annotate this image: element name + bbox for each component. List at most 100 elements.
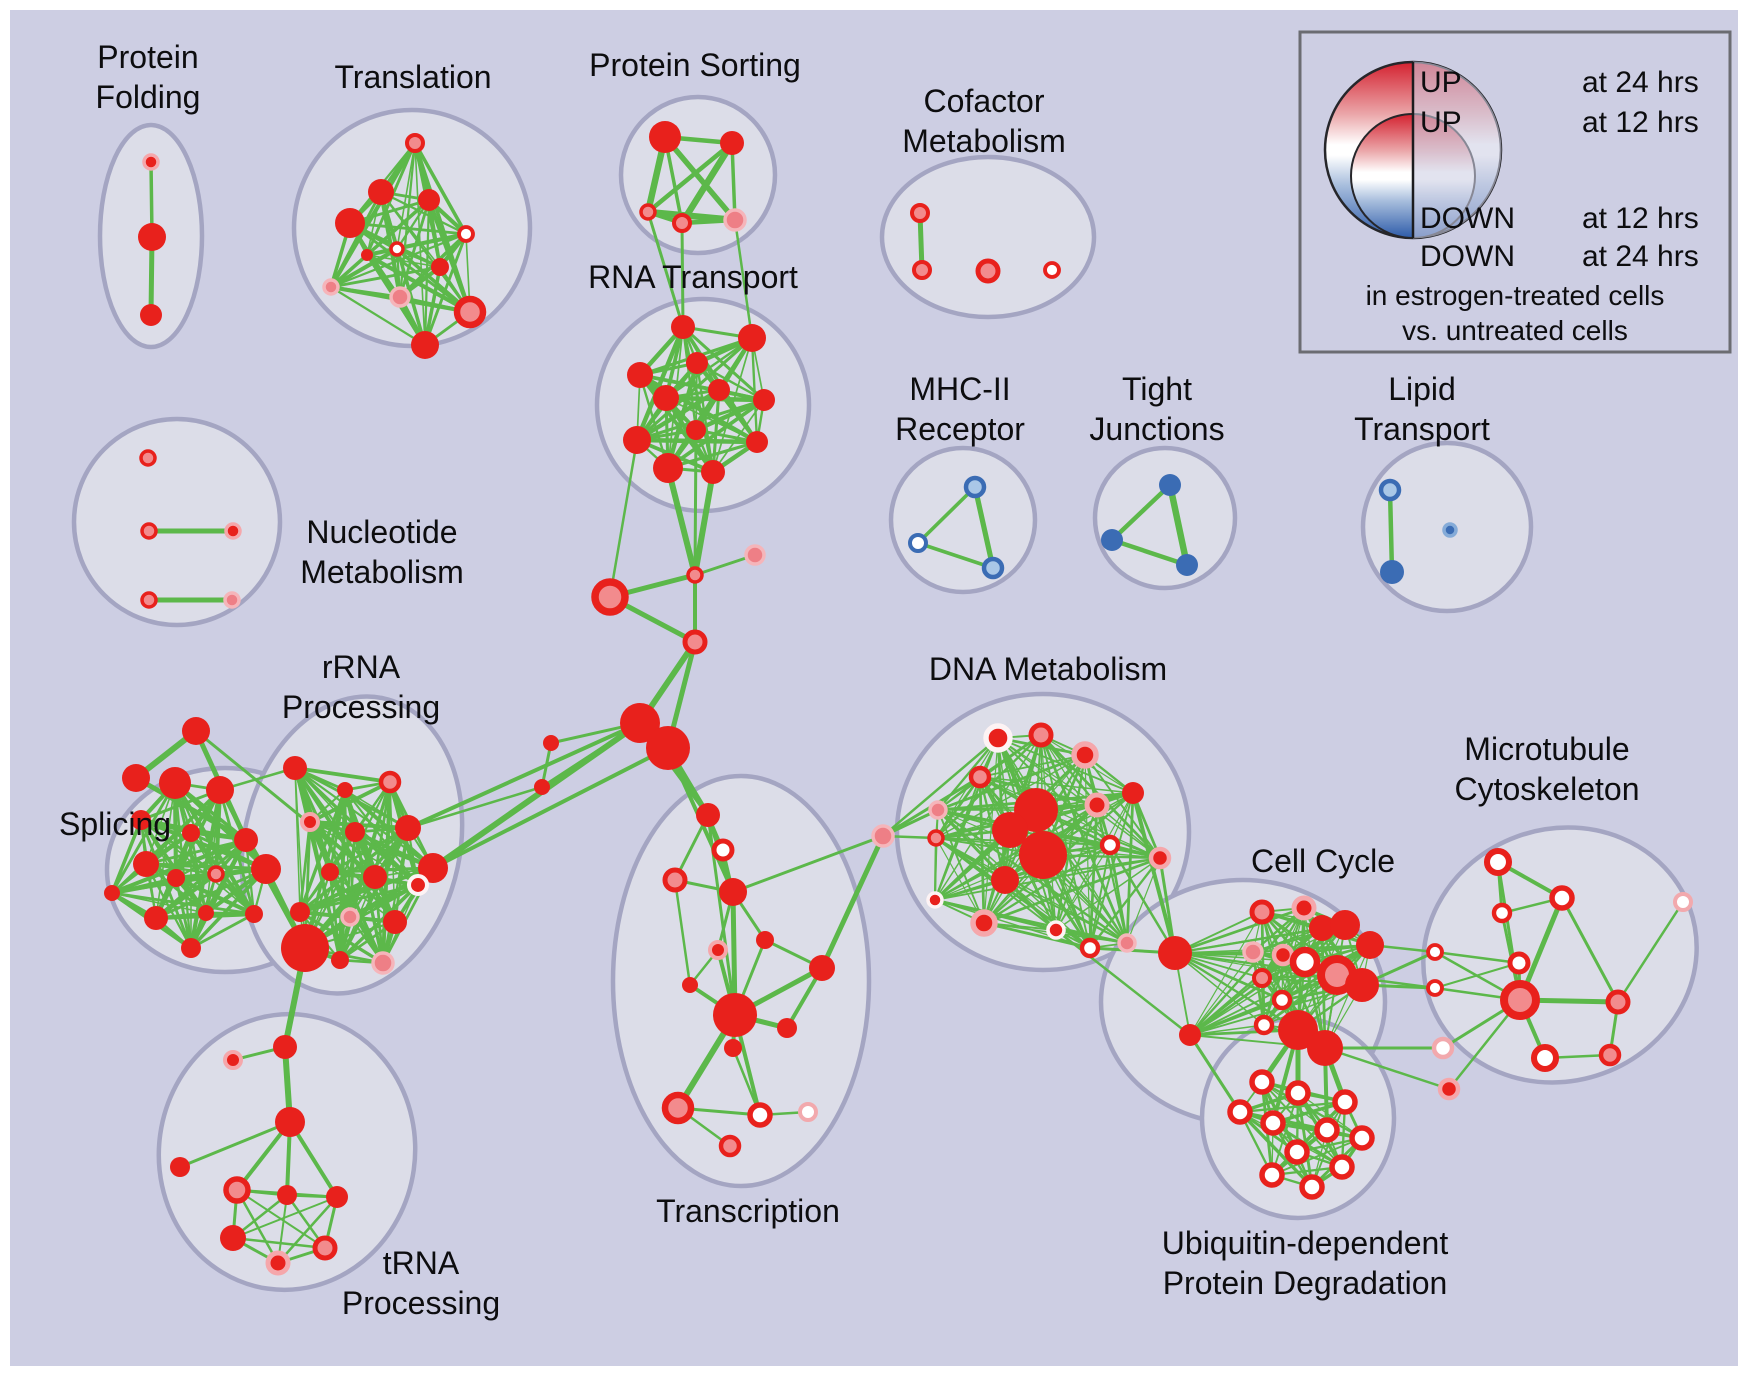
cluster-label-tight-junctions: Tight xyxy=(1122,371,1192,407)
node-rna-transport-10 xyxy=(653,453,683,483)
cluster-label-microtubule-cytoskeleton: Cytoskeleton xyxy=(1455,771,1640,807)
node-rrna-processing-8 xyxy=(363,865,387,889)
edge xyxy=(637,372,760,445)
node-dna-metabolism-3 xyxy=(968,765,992,789)
node-dna-metabolism-4 xyxy=(928,800,948,820)
cluster-blob-tight-junctions xyxy=(1092,445,1238,591)
node-translation-5 xyxy=(389,241,405,257)
node-ubiquitin-degradation-8 xyxy=(1329,1154,1355,1180)
cluster-label-ubiquitin-degradation: Ubiquitin-dependent xyxy=(1162,1225,1449,1261)
node-lipid-transport-2 xyxy=(1442,522,1458,538)
cluster-label-splicing: Splicing xyxy=(59,806,171,842)
edge xyxy=(635,336,754,442)
edge xyxy=(364,252,473,315)
node-trna-processing-1 xyxy=(273,1035,297,1059)
node-mhc-ii-receptor-0 xyxy=(963,475,987,499)
node-splicing-8 xyxy=(207,865,225,883)
node-rna-transport-5 xyxy=(708,379,730,401)
link-edge xyxy=(430,720,643,871)
node-cell-cycle-14 xyxy=(1278,1010,1318,1050)
edge xyxy=(328,246,400,290)
node-backbone-8 xyxy=(871,824,895,848)
node-microtubule-cytoskeleton-1 xyxy=(1549,885,1575,911)
cluster-nodes-transcription xyxy=(661,803,835,1158)
node-dna-metabolism-14 xyxy=(926,891,944,909)
edge xyxy=(189,831,208,915)
edge xyxy=(665,397,758,443)
edge xyxy=(1188,953,1285,1037)
edge xyxy=(1434,962,1520,989)
legend-row-time: at 24 hrs xyxy=(1582,66,1699,99)
node-backbone-9 xyxy=(182,717,210,745)
edge xyxy=(153,871,219,921)
link-edge xyxy=(733,218,754,340)
edge xyxy=(1004,879,1128,944)
edge xyxy=(934,899,1091,949)
cluster-nodes-ubiquitin-degradation xyxy=(1227,1069,1375,1200)
edge xyxy=(379,190,472,314)
node-rna-transport-7 xyxy=(623,426,651,454)
edge xyxy=(413,141,468,236)
node-rrna-processing-12 xyxy=(383,910,407,934)
edge xyxy=(979,776,1057,931)
node-protein-folding-1 xyxy=(138,223,166,251)
node-ubiquitin-degradation-5 xyxy=(1314,1117,1340,1143)
node-rrna-processing-13 xyxy=(331,951,349,969)
node-rrna-processing-15 xyxy=(281,924,329,972)
edge xyxy=(1387,487,1395,575)
node-transcription-5 xyxy=(708,940,728,960)
edge xyxy=(979,776,1134,794)
network-layers: Protein Folding Translation Protein Sorting… xyxy=(59,39,1699,1321)
edge xyxy=(348,221,468,236)
edge xyxy=(972,484,996,571)
node-splicing-0 xyxy=(159,767,191,799)
link-edge xyxy=(665,465,698,578)
node-trna-processing-4 xyxy=(223,1176,251,1204)
link-edge xyxy=(1054,928,1192,1037)
cluster-label-tight-junctions: Junctions xyxy=(1089,411,1224,447)
cluster-label-protein-folding: Protein xyxy=(97,39,198,75)
edge xyxy=(232,1196,338,1239)
node-transcription-0 xyxy=(696,803,720,827)
link-edge xyxy=(133,775,249,843)
cluster-label-rna-transport: RNA Transport xyxy=(588,259,798,295)
edge xyxy=(730,141,737,222)
node-transcription-11 xyxy=(747,1102,773,1128)
edge xyxy=(934,734,1042,901)
cluster-label-nucleotide-metabolism: Metabolism xyxy=(300,554,464,590)
node-nucleotide-metabolism-2 xyxy=(224,522,242,540)
node-transcription-4 xyxy=(756,931,774,949)
node-nucleotide-metabolism-3 xyxy=(140,591,158,609)
node-protein-sorting-1 xyxy=(720,131,744,155)
node-splicing-6 xyxy=(104,885,120,901)
node-rrna-processing-9 xyxy=(406,873,430,897)
edge xyxy=(1189,961,1306,1036)
node-microtubule-cytoskeleton-0 xyxy=(1483,847,1513,877)
node-ubiquitin-degradation-1 xyxy=(1285,1080,1311,1106)
node-cell-cycle-2 xyxy=(1291,895,1317,921)
node-dna-metabolism-12 xyxy=(991,866,1019,894)
edge xyxy=(276,1195,339,1265)
cluster-nodes-backbone xyxy=(122,544,895,848)
layer-labels: Protein Folding Translation Protein Sorting… xyxy=(59,39,1640,1321)
edge xyxy=(338,883,420,962)
node-nucleotide-metabolism-0 xyxy=(139,449,157,467)
node-backbone-3 xyxy=(682,629,708,655)
node-rna-transport-3 xyxy=(686,352,708,374)
cluster-label-trna-processing: tRNA xyxy=(383,1245,460,1281)
node-cofactor-metabolism-2 xyxy=(975,258,1001,284)
node-protein-folding-2 xyxy=(140,304,162,326)
node-dna-metabolism-18 xyxy=(1117,933,1137,953)
edge xyxy=(328,826,410,874)
cluster-nodes-cell-cycle xyxy=(1158,895,1384,1066)
node-microtubule-cytoskeleton-7 xyxy=(1605,989,1631,1015)
cluster-nodes-dna-metabolism xyxy=(926,722,1172,959)
cluster-nodes-translation xyxy=(322,133,487,359)
node-dna-metabolism-5 xyxy=(1084,792,1110,818)
edge xyxy=(711,388,721,474)
cluster-blob-nucleotide-metabolism xyxy=(71,416,283,628)
cluster-blob-cofactor-metabolism xyxy=(879,154,1097,320)
node-protein-folding-0 xyxy=(142,153,160,171)
node-rrna-processing-5 xyxy=(345,822,365,842)
node-dna-metabolism-17 xyxy=(1079,937,1101,959)
